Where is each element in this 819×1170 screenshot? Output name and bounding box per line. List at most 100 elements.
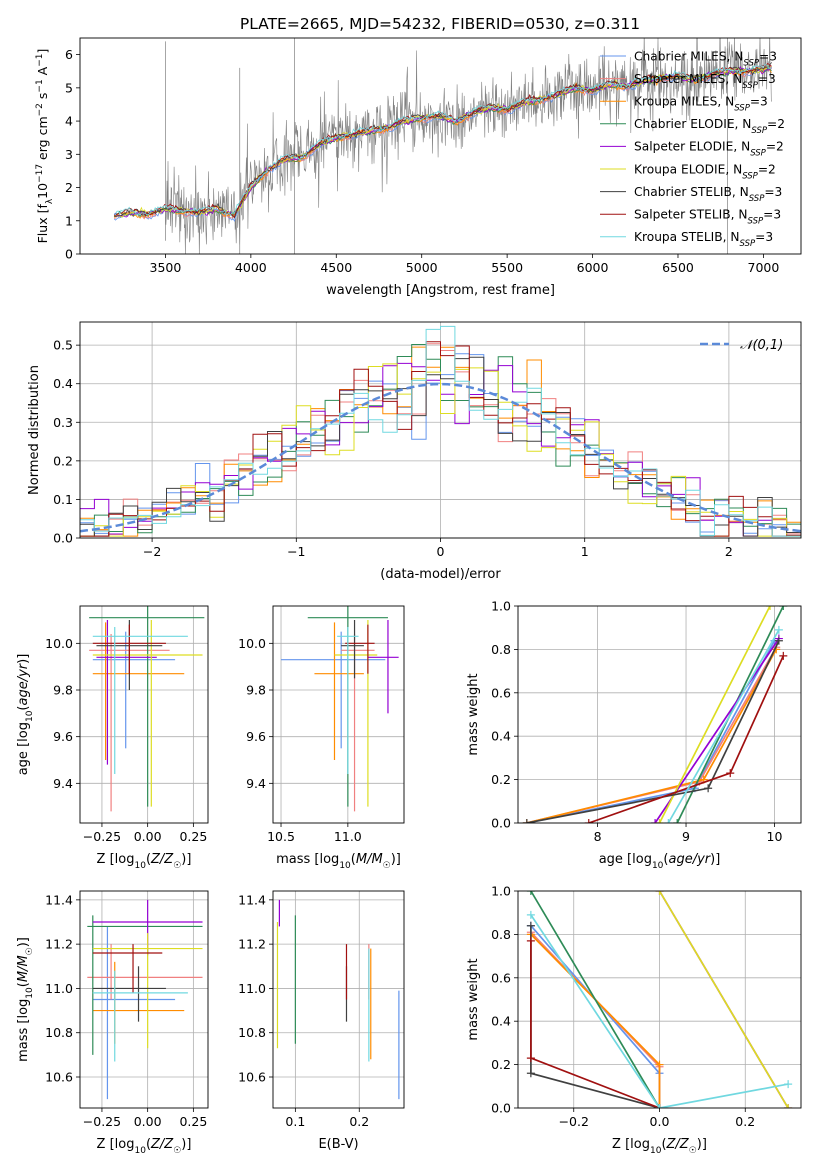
mass-vs-ebv-panel: 0.1 0.2 10.6 10.8 11.0 11.2 11.4 E(B-V) <box>238 890 405 1152</box>
legend-nssp: =3 <box>759 49 777 63</box>
axes-frame <box>79 605 209 824</box>
x-axis-label: Z [log10(Z/Z☉)] <box>97 1137 192 1156</box>
mass-weight-marker <box>774 636 783 645</box>
legend-nssp: =3 <box>764 185 782 199</box>
x-axis-label: Z [log10(Z/Z☉)] <box>612 1137 707 1156</box>
y-tick-label: 2 <box>65 180 73 195</box>
plot-area <box>276 899 400 1100</box>
x-tick-label: −0.25 <box>83 1114 121 1129</box>
y-tick-label: 0.2 <box>53 453 73 468</box>
legend-entry: 𝒩(0,1) <box>740 338 783 353</box>
mass-weight-series <box>658 606 771 823</box>
legend-model-name: Kroupa MILES, N <box>634 95 734 109</box>
y-axis-label: Normed distribution <box>27 365 42 495</box>
legend-nssp: =2 <box>758 162 776 176</box>
mass-weight-series <box>530 891 661 1108</box>
mass-weight-marker <box>673 819 682 823</box>
mass-weight-marker <box>655 1104 664 1108</box>
x-tick-label: 4000 <box>235 260 267 275</box>
y-axis-label: Flux [fλ10−17 erg cm−2 s−1 A−1] <box>35 49 55 244</box>
data-point-errorbars <box>92 627 188 774</box>
y-tick-label: 0.4 <box>491 1014 511 1029</box>
x-tick-label: 6000 <box>577 260 609 275</box>
axes-frame <box>272 890 405 1109</box>
legend-entry: Kroupa MILES, NSSP=3 <box>634 95 768 114</box>
y-tick-label: 11.2 <box>238 937 266 952</box>
y-tick-label: 10.8 <box>45 1025 73 1040</box>
y-tick-label: 11.0 <box>45 981 73 996</box>
data-point-errorbars <box>314 622 364 760</box>
y-tick-label: 10.6 <box>238 1070 266 1085</box>
mass-vs-metallicity-panel: −0.25 0.00 0.25 10.6 10.8 11.0 11.2 11.4 Z [log1… <box>16 890 209 1156</box>
y-tick-label: 1.0 <box>491 599 511 614</box>
y-tick-label: 10.0 <box>45 636 73 651</box>
y-tick-label: 0 <box>65 247 73 262</box>
model-spectrum-line <box>114 62 772 219</box>
y-tick-label: 0.0 <box>491 816 511 831</box>
y-tick-label: 0.2 <box>491 772 511 787</box>
x-tick-label: 2 <box>725 544 733 559</box>
y-tick-label: 9.6 <box>53 729 73 744</box>
legend-subscript: SSP <box>742 81 758 91</box>
x-tick-label: −0.25 <box>83 829 121 844</box>
y-tick-label: 0.4 <box>53 376 73 391</box>
data-point-errorbars <box>92 944 163 993</box>
age-vs-mass-panel: 10.5 11.0 9.4 9.6 9.8 10.0 mass [log10(M/M☉)] <box>238 605 405 871</box>
residual-histogram-panel: −2 −1 0 1 2 0.0 0.1 0.2 0.3 0.4 0.5 (data-model)/er… <box>27 321 802 582</box>
legend-entry: Chabrier STELIB, NSSP=3 <box>634 185 782 204</box>
legend-subscript: SSP <box>740 239 756 249</box>
x-tick-label: 0.1 <box>285 1114 305 1129</box>
legend-subscript: SSP <box>751 126 767 136</box>
residual-histogram-series <box>80 341 801 538</box>
y-tick-label: 9.8 <box>53 683 73 698</box>
legend-nssp: =2 <box>767 117 785 131</box>
y-tick-label: 0.0 <box>491 1101 511 1116</box>
x-tick-label: 0.2 <box>735 1114 755 1129</box>
mass-weight-marker <box>766 606 775 610</box>
y-tick-label: 0.8 <box>491 927 511 942</box>
gridlines <box>273 606 404 823</box>
legend-subscript: SSP <box>743 58 759 68</box>
gridlines <box>80 606 208 823</box>
x-tick-label: 10 <box>767 829 783 844</box>
plot-area <box>89 606 205 812</box>
y-tick-label: 0.6 <box>491 685 511 700</box>
axes-frame <box>79 890 209 1109</box>
mass-weight-marker <box>526 1069 535 1078</box>
y-axis-label: age [log10(age/yr)] <box>16 654 35 776</box>
mass-weight-marker <box>526 910 535 919</box>
mass-weight-series <box>530 914 789 1108</box>
plot-area <box>522 606 788 823</box>
mass-weight-marker <box>526 1054 535 1063</box>
data-point-errorbars <box>341 634 375 812</box>
mass-weight-series <box>526 640 776 823</box>
plot-area <box>113 38 772 254</box>
plot-area <box>281 606 399 812</box>
y-tick-label: 0.1 <box>53 492 73 507</box>
legend-model-name: Salpeter MILES, N <box>634 72 742 86</box>
legend-entry: Kroupa ELODIE, NSSP=2 <box>634 162 776 181</box>
age-vs-metallicity-panel: −0.25 0.00 0.25 9.4 9.6 9.8 10.0 Z [log10(Z/Z☉)… <box>16 605 209 871</box>
y-tick-label: 10.6 <box>45 1070 73 1085</box>
plot-area <box>87 899 203 1100</box>
mass-weight-marker <box>784 1104 793 1108</box>
data-point-errorbars <box>367 620 399 714</box>
legend-subscript: SSP <box>750 149 766 159</box>
y-axis-label: mass weight <box>466 958 481 1040</box>
y-tick-label: 1.0 <box>491 884 511 899</box>
axes-frame <box>517 605 802 824</box>
x-axis-label: E(B-V) <box>318 1137 358 1152</box>
spectrum-panel: 3500 4000 4500 5000 5500 6000 6500 7000 0 1 2 3 4 5 6 w… <box>35 37 802 298</box>
x-tick-label: −0.2 <box>559 1114 589 1129</box>
x-tick-label: 4500 <box>320 260 352 275</box>
data-point-errorbars <box>96 620 157 765</box>
figure-title: PLATE=2665, MJD=54232, FIBERID=0530, z=0… <box>240 15 640 33</box>
mass-weight-marker <box>779 606 788 610</box>
legend-subscript: SSP <box>742 171 758 181</box>
y-tick-label: 10.0 <box>238 636 266 651</box>
x-tick-label: 8 <box>594 829 602 844</box>
data-point-errorbars <box>92 631 176 749</box>
x-tick-label: 0.25 <box>179 829 207 844</box>
y-tick-label: 3 <box>65 147 73 162</box>
